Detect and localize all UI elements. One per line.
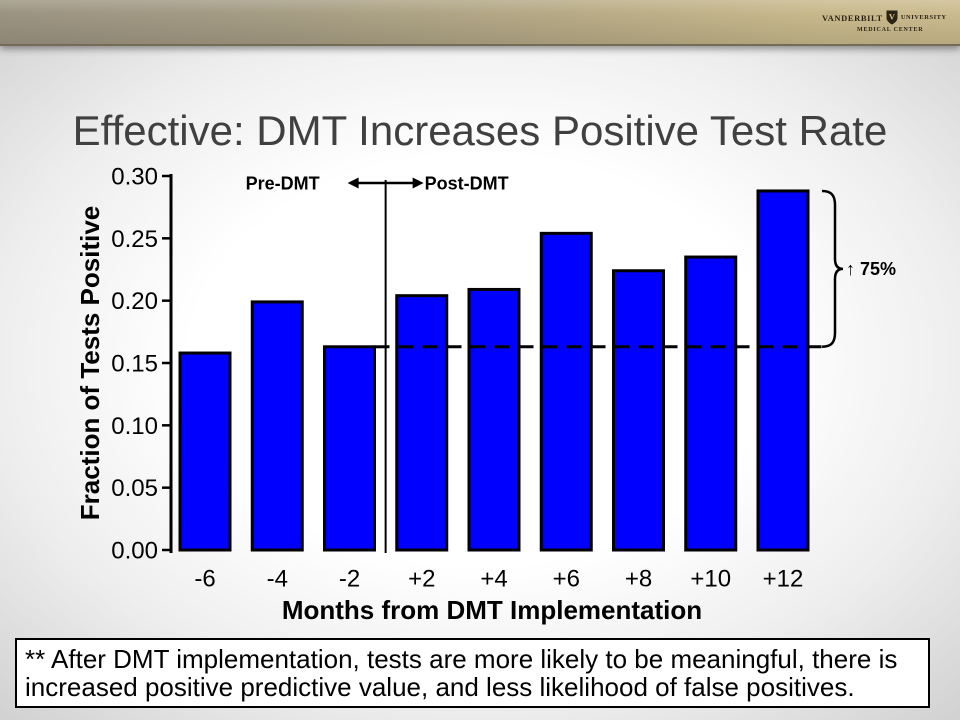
logo-subtitle: MEDICAL CENTER	[857, 27, 924, 33]
x-tick-label-plus6: +6	[553, 566, 580, 593]
increase-label: ↑ 75%	[846, 259, 896, 279]
bar-month-plus8	[612, 269, 665, 552]
axis-layer: Fraction of Tests Positive Months from D…	[75, 164, 803, 626]
increase-brace	[821, 189, 844, 349]
x-tick-label-plus4: +4	[480, 566, 507, 593]
x-tick-label-plus8: +8	[625, 566, 652, 593]
bar-month-plus2	[395, 294, 449, 552]
annotation-layer: Pre-DMT Post-DMT ↑ 75%	[246, 174, 896, 553]
x-tick-label-minus2: -2	[339, 566, 360, 593]
post-dmt-label: Post-DMT	[425, 174, 509, 194]
bar-month-minus2	[323, 345, 376, 552]
footnote-text: ** After DMT implementation, tests are m…	[25, 644, 898, 702]
pre-dmt-label: Pre-DMT	[246, 174, 320, 194]
x-tick-label-plus10: +10	[690, 566, 731, 593]
x-tick-label-plus12: +12	[763, 566, 804, 593]
logo-wordmark-vanderbilt: VANDERBILT	[822, 12, 883, 23]
x-tick-label-minus6: -6	[194, 566, 215, 593]
vanderbilt-logo: VANDERBILT V UNIVERSITY	[822, 10, 947, 25]
x-tick-label-plus2: +2	[408, 566, 435, 593]
bar-month-plus12	[756, 189, 810, 552]
footnote-box: ** After DMT implementation, tests are m…	[15, 638, 930, 708]
slide-title: Effective: DMT Increases Positive Test R…	[72, 107, 888, 154]
header-band: VANDERBILT V UNIVERSITY MEDICAL CENTER	[0, 0, 960, 46]
y-axis-title: Fraction of Tests Positive	[75, 206, 105, 520]
arrow-left-icon	[347, 177, 359, 189]
bar-month-minus6	[178, 351, 232, 552]
vanderbilt-shield-icon: V	[886, 10, 898, 25]
logo-wordmark-university: UNIVERSITY	[900, 14, 947, 21]
bars-layer	[178, 189, 810, 552]
y-tick-label: 0.00	[111, 538, 158, 565]
x-tick-label-minus4: -4	[267, 566, 288, 593]
bar-month-plus4	[467, 287, 521, 552]
y-tick-label: 0.30	[111, 164, 158, 191]
bar-month-plus10	[684, 255, 738, 552]
shield-shape	[886, 10, 898, 25]
shield-letter: V	[889, 12, 896, 22]
arrow-right-icon	[412, 177, 424, 189]
bar-chart: Fraction of Tests Positive Months from D…	[75, 164, 896, 626]
y-tick-label: 0.20	[111, 288, 158, 315]
y-tick-label: 0.25	[111, 226, 158, 253]
bar-month-minus4	[250, 300, 304, 552]
y-tick-label: 0.05	[111, 475, 158, 502]
y-tick-label: 0.10	[111, 413, 158, 440]
x-axis-title: Months from DMT Implementation	[282, 595, 702, 625]
bar-month-plus6	[539, 231, 593, 552]
y-tick-label: 0.15	[111, 351, 158, 378]
